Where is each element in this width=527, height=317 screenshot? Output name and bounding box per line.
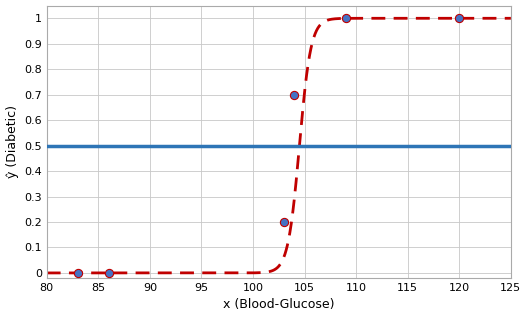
Y-axis label: ŷ (Diabetic): ŷ (Diabetic) (6, 105, 18, 178)
Point (341, 16, 350, 21)
Point (73, 270, 82, 275)
Point (280, 219, 288, 224)
Point (290, 92, 298, 97)
X-axis label: x (Blood-Glucose): x (Blood-Glucose) (223, 298, 335, 311)
Point (455, 16, 464, 21)
Point (104, 270, 113, 275)
